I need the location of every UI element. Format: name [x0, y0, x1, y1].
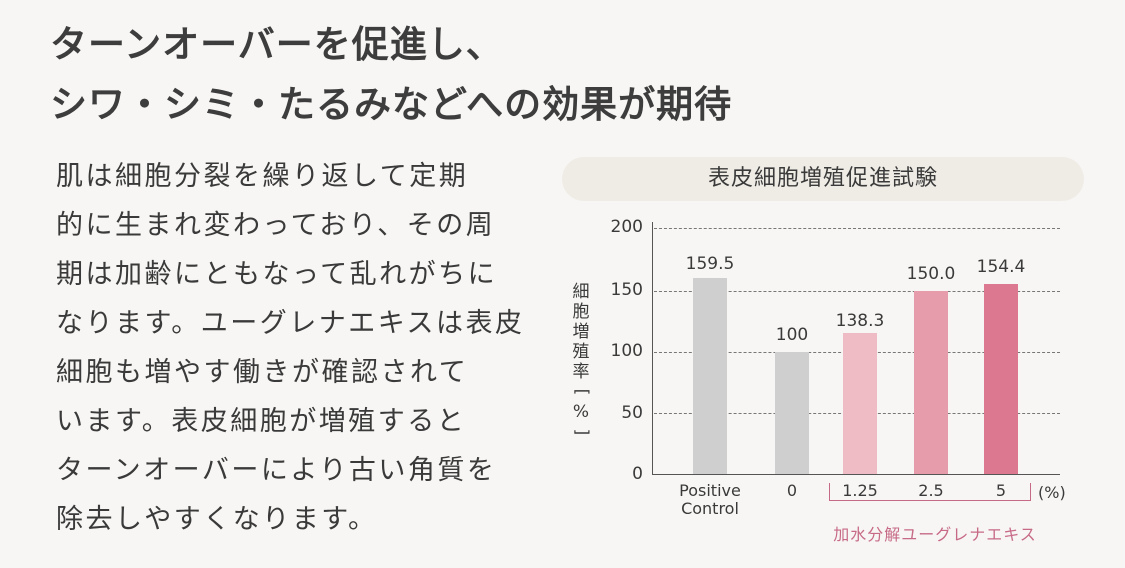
- bar-positive-control: [693, 278, 727, 474]
- body-line: 的に生まれ変わっており、その周: [56, 210, 496, 241]
- y-tick-0: 0: [632, 464, 643, 484]
- value-label: 159.5: [685, 254, 735, 274]
- body-line: 肌は細胞分裂を繰り返して定期: [56, 161, 469, 192]
- x-label-2-5: 2.5: [918, 481, 944, 500]
- value-label: 100: [775, 325, 809, 345]
- value-label: 138.3: [835, 311, 885, 331]
- x-label-1-25: 1.25: [842, 481, 878, 500]
- chart-title: 表皮細胞増殖促進試験: [562, 157, 1084, 201]
- gridline-150: [654, 291, 1060, 292]
- bar-1-25: [843, 333, 877, 474]
- x-label-positive-control: Positive Control: [679, 481, 741, 518]
- body-line: ターンオーバーにより古い角質を: [56, 455, 497, 486]
- value-label: 150.0: [906, 264, 956, 284]
- body-paragraph: 肌は細胞分裂を繰り返して定期 的に生まれ変わっており、その周 期は加齢にともなっ…: [56, 152, 525, 544]
- gridline-200: [654, 228, 1060, 229]
- bar-5: [984, 284, 1018, 474]
- bar-2-5: [914, 291, 948, 474]
- y-tick-50: 50: [621, 403, 643, 423]
- x-axis: [652, 474, 1060, 475]
- body-line: います。表皮細胞が増殖すると: [56, 406, 467, 437]
- y-axis: [652, 222, 653, 475]
- body-line: 除去しやすくなります。: [56, 504, 378, 535]
- y-axis-label: 細胞増殖率[%]: [570, 282, 591, 436]
- x-label-5: 5: [995, 481, 1007, 500]
- value-label: 154.4: [976, 257, 1026, 277]
- bar-0: [775, 352, 809, 474]
- body-line: なります。ユーグレナエキスは表皮: [56, 308, 525, 339]
- y-tick-200: 200: [610, 217, 643, 237]
- headline-line-1: ターンオーバーを促進し、: [50, 23, 504, 66]
- y-tick-150: 150: [610, 280, 643, 300]
- body-line: 細胞も増やす働きが確認されて: [56, 357, 469, 388]
- x-label-0: 0: [786, 481, 798, 500]
- body-line: 期は加齢にともなって乱れがちに: [56, 259, 498, 290]
- group-label: 加水分解ユーグレナエキス: [833, 525, 1037, 544]
- x-unit-label: (%): [1038, 483, 1066, 502]
- group-bracket: [829, 483, 1031, 501]
- headline-line-2: シワ・シミ・たるみなどへの効果が期待: [50, 83, 733, 126]
- y-tick-100: 100: [610, 341, 643, 361]
